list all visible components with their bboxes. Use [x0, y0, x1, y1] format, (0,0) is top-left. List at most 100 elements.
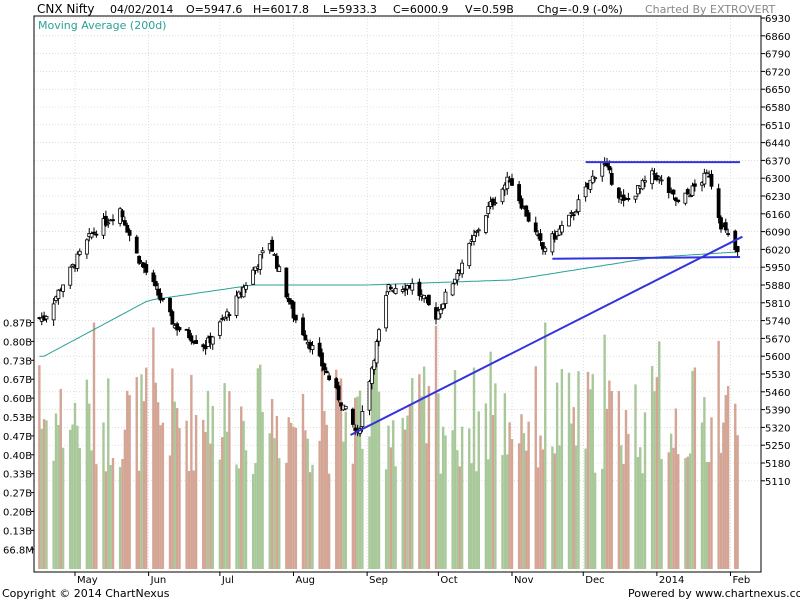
volume-bar [190, 374, 193, 569]
volume-bar [437, 393, 440, 569]
volume-bar [339, 378, 343, 569]
volume-bar [650, 366, 654, 569]
volume-bar [88, 403, 91, 569]
volume-tick-label: 66.8M [3, 545, 34, 556]
candle-body [175, 323, 180, 331]
volume-bar [90, 450, 93, 569]
price-tick-label: 5670 [765, 334, 790, 345]
candle-body [158, 292, 163, 301]
volume-bar [487, 459, 490, 569]
volume-bar [259, 364, 262, 569]
price-tick-label: 5460 [765, 388, 790, 399]
candle-body [476, 229, 481, 232]
volume-bar [439, 473, 442, 569]
candle-body [75, 253, 80, 269]
price-tick-label: 6790 [765, 50, 790, 61]
candle-body [426, 294, 431, 306]
volume-bar [54, 413, 58, 569]
volume-bar [156, 402, 160, 569]
candle-body [726, 233, 731, 235]
volume-bar [453, 370, 457, 569]
volume-value: V=0.59B [465, 3, 514, 16]
volume-bar [560, 369, 564, 569]
time-tick-label: May [77, 575, 98, 586]
candle-body [241, 286, 246, 298]
volume-bar [624, 410, 628, 569]
volume-bar [641, 473, 644, 569]
candle-body [676, 199, 681, 202]
candle-body [688, 195, 693, 198]
volume-bar [703, 397, 706, 569]
volume-bar [610, 391, 613, 569]
candle-body [538, 233, 543, 241]
volume-bar [335, 369, 338, 569]
volume-bar [475, 471, 478, 569]
candle-body [574, 211, 579, 214]
candle-body [685, 189, 690, 195]
volume-bar [734, 403, 737, 569]
volume-bar [73, 402, 77, 569]
candle-body [177, 327, 182, 331]
volume-bar [375, 352, 378, 569]
grid-lines [34, 16, 761, 572]
volume-bar [202, 419, 205, 569]
candle-body [690, 185, 695, 196]
low-value: L=5933.3 [323, 3, 377, 16]
volume-bar [206, 390, 210, 569]
candle-body [517, 184, 522, 202]
candle-body [410, 283, 415, 291]
volume-bar [40, 428, 43, 569]
volume-bar [593, 472, 597, 569]
volume-bar [686, 456, 689, 569]
volume-bar [154, 382, 157, 569]
volume-bar [240, 406, 243, 569]
candle-body [590, 175, 595, 184]
candle-body [626, 198, 631, 200]
volume-bar [384, 469, 388, 569]
volume-bar [736, 435, 739, 569]
volume-bar [719, 452, 723, 569]
volume-tick-label: 0.67B [3, 375, 32, 386]
candlestick-series [37, 157, 740, 437]
candle-body [310, 345, 315, 351]
volume-bar [354, 397, 357, 569]
candle-body [377, 329, 381, 342]
volume-bar [693, 367, 697, 569]
volume-tick-label: 0.13B [3, 526, 32, 537]
volume-bar [251, 473, 255, 569]
volume-bar [221, 437, 224, 569]
candle-body [588, 179, 593, 190]
volume-bar [142, 401, 146, 569]
candle-body [89, 233, 94, 238]
volume-bar [278, 458, 281, 569]
volume-bar [373, 365, 376, 569]
volume-bar [228, 391, 231, 569]
volume-bar [109, 465, 112, 569]
volume-bars [38, 322, 739, 569]
candle-body [68, 266, 73, 286]
volume-tick-label: 0.87B [3, 319, 32, 330]
volume-bar [320, 368, 324, 569]
volume-bar [627, 433, 630, 569]
volume-bar [38, 365, 41, 569]
volume-bar [418, 374, 421, 569]
volume-bar [653, 391, 656, 569]
candle-body [666, 177, 671, 194]
time-tick-label: Oct [440, 575, 457, 586]
candle-body [61, 284, 66, 292]
candle-body [491, 198, 495, 206]
candle-body [616, 187, 621, 199]
candle-body [101, 218, 106, 236]
candle-body [56, 289, 61, 299]
volume-bar [370, 369, 374, 569]
candle-body [524, 205, 529, 217]
volume-bar [159, 425, 162, 569]
candle-body [151, 272, 156, 283]
candle-body [438, 308, 443, 315]
volume-bar [237, 468, 241, 569]
volume-bar [434, 325, 438, 569]
candle-body [222, 316, 227, 320]
volume-bar [394, 466, 397, 569]
volume-bar [456, 450, 459, 569]
candle-body [493, 202, 498, 205]
